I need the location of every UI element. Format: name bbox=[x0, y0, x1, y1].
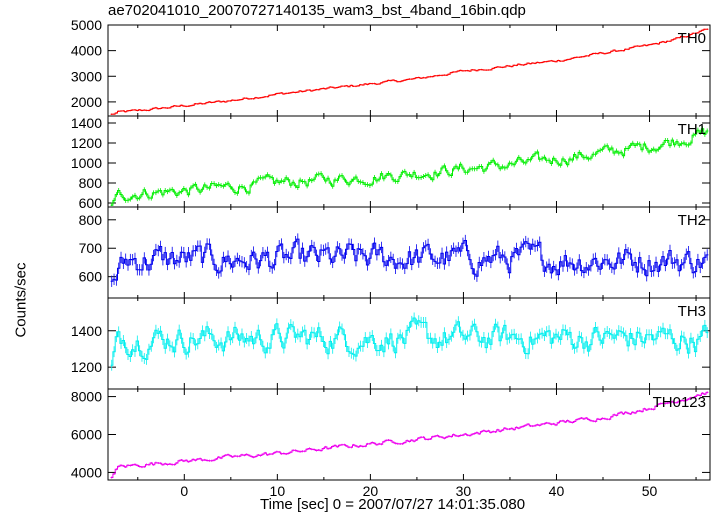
y-tick-label: 800 bbox=[79, 212, 103, 228]
chart-title: ae702041010_20070727140135_wam3_bst_4ban… bbox=[108, 2, 526, 19]
x-tick-label: 20 bbox=[363, 483, 379, 499]
panel-label-th3: TH3 bbox=[678, 303, 706, 320]
x-axis-label: Time [sec] 0 = 2007/07/27 14:01:35.080 bbox=[260, 496, 526, 513]
y-tick-label: 600 bbox=[79, 269, 103, 285]
panel-frame bbox=[107, 388, 711, 481]
x-tick-label: 30 bbox=[456, 483, 472, 499]
y-tick-label: 800 bbox=[79, 175, 103, 191]
y-tick-label: 4000 bbox=[71, 464, 102, 480]
panel-label-th1: TH1 bbox=[678, 121, 706, 138]
y-tick-label: 2000 bbox=[71, 94, 102, 110]
y-tick-label: 1200 bbox=[71, 135, 102, 151]
y-tick-label: 1000 bbox=[71, 155, 102, 171]
series-line-th3 bbox=[110, 317, 709, 366]
y-tick-label: 3000 bbox=[71, 68, 102, 84]
y-tick-label: 8000 bbox=[71, 389, 102, 405]
x-tick-label: 50 bbox=[642, 483, 658, 499]
y-tick-label: 600 bbox=[79, 195, 103, 211]
panel-label-th0: TH0 bbox=[678, 30, 706, 47]
x-tick-label: 10 bbox=[270, 483, 286, 499]
panel-frame bbox=[107, 24, 711, 117]
y-axis-label: Counts/sec bbox=[12, 262, 30, 338]
y-tick-label: 1400 bbox=[71, 115, 102, 131]
panel-label-th2: TH2 bbox=[678, 212, 706, 229]
series-line-th0 bbox=[110, 28, 709, 115]
y-tick-label: 700 bbox=[79, 240, 103, 256]
series-line-th0123 bbox=[110, 391, 709, 478]
y-tick-label: 1400 bbox=[71, 323, 102, 339]
series-line-th1 bbox=[110, 128, 709, 206]
y-tick-label: 5000 bbox=[71, 17, 102, 33]
panel-label-th0123: TH0123 bbox=[653, 394, 706, 411]
y-tick-label: 1200 bbox=[71, 359, 102, 375]
y-tick-label: 6000 bbox=[71, 427, 102, 443]
series-line-th2 bbox=[110, 238, 709, 282]
panel-frame bbox=[107, 115, 711, 208]
y-tick-label: 4000 bbox=[71, 43, 102, 59]
x-tick-label: 0 bbox=[180, 483, 188, 499]
x-tick-label: 40 bbox=[549, 483, 565, 499]
